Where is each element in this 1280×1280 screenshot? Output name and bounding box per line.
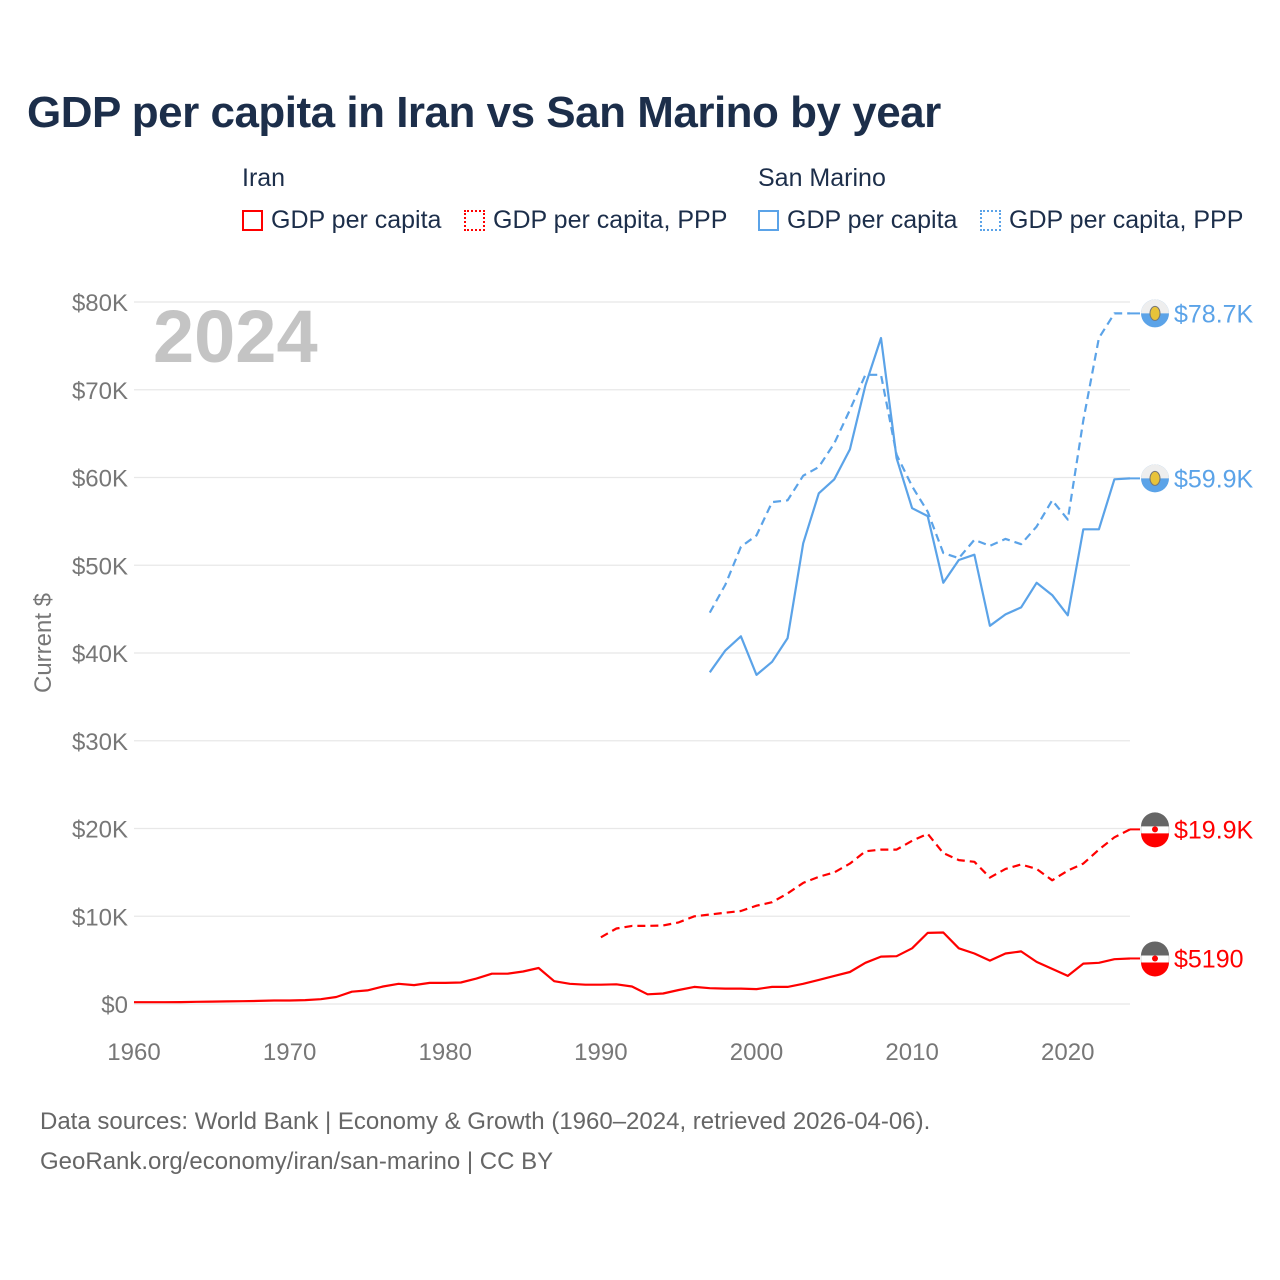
y-tick-label: $80K xyxy=(72,290,128,317)
series-line-san-marino-gdp-per-capita xyxy=(708,336,1131,677)
y-tick-label: $20K xyxy=(72,817,128,844)
x-tick-label: 2000 xyxy=(730,1039,783,1066)
end-value-label: $78.7K xyxy=(1174,300,1254,328)
y-tick-label: $60K xyxy=(72,466,128,493)
legend-iran-gdp[interactable]: GDP per capita xyxy=(242,206,441,235)
series-line-san-marino-gdp-per-capita-ppp xyxy=(708,312,1130,614)
y-tick-label: $70K xyxy=(72,378,128,405)
legend-sm-gdp[interactable]: GDP per capita xyxy=(758,206,957,235)
y-tick-label: $40K xyxy=(72,641,128,668)
x-tick-label: 1970 xyxy=(263,1039,316,1066)
legend-label: GDP per capita xyxy=(787,206,958,234)
legend-swatch-dotted xyxy=(980,210,1001,231)
legend-sm-gdp-ppp[interactable]: GDP per capita, PPP xyxy=(980,206,1243,235)
y-tick-label: $50K xyxy=(72,553,128,580)
series-line-iran-gdp-per-capita xyxy=(134,931,1131,1004)
end-value-label: $5190 xyxy=(1174,945,1244,973)
legend-label: GDP per capita xyxy=(271,206,442,234)
y-tick-label: $30K xyxy=(72,729,128,756)
x-tick-label: 1960 xyxy=(107,1039,160,1066)
y-tick-label: $10K xyxy=(72,904,128,931)
legend-swatch-dotted xyxy=(464,210,485,231)
end-value-label: $19.9K xyxy=(1174,816,1254,844)
year-watermark: 2024 xyxy=(153,295,318,378)
san-marino-flag-icon xyxy=(1141,464,1169,493)
x-tick-label: 2010 xyxy=(885,1039,938,1066)
legend-swatch-solid xyxy=(758,210,779,231)
legend-label: GDP per capita, PPP xyxy=(1009,206,1244,234)
x-tick-label: 2020 xyxy=(1041,1039,1094,1066)
series-line-iran-gdp-per-capita-ppp xyxy=(600,828,1131,939)
footer-sources: Data sources: World Bank | Economy & Gro… xyxy=(40,1108,931,1135)
legend-swatch-solid xyxy=(242,210,263,231)
san-marino-flag-icon xyxy=(1141,299,1169,328)
iran-flag-icon xyxy=(1140,941,1170,977)
iran-flag-icon xyxy=(1140,812,1170,848)
end-value-label: $59.9K xyxy=(1174,465,1254,493)
footer-link[interactable]: GeoRank.org/economy/iran/san-marino | CC… xyxy=(40,1148,554,1175)
legend-group-san-marino: San Marino xyxy=(758,164,886,192)
x-tick-label: 1980 xyxy=(419,1039,472,1066)
y-tick-label: $0 xyxy=(101,992,128,1019)
legend-group-iran: Iran xyxy=(242,164,286,192)
legend-iran-gdp-ppp[interactable]: GDP per capita, PPP xyxy=(464,206,727,235)
legend-label: GDP per capita, PPP xyxy=(493,206,728,234)
x-tick-label: 1990 xyxy=(574,1039,627,1066)
chart-title: GDP per capita in Iran vs San Marino by … xyxy=(27,88,941,137)
y-axis-label: Current $ xyxy=(30,593,57,693)
